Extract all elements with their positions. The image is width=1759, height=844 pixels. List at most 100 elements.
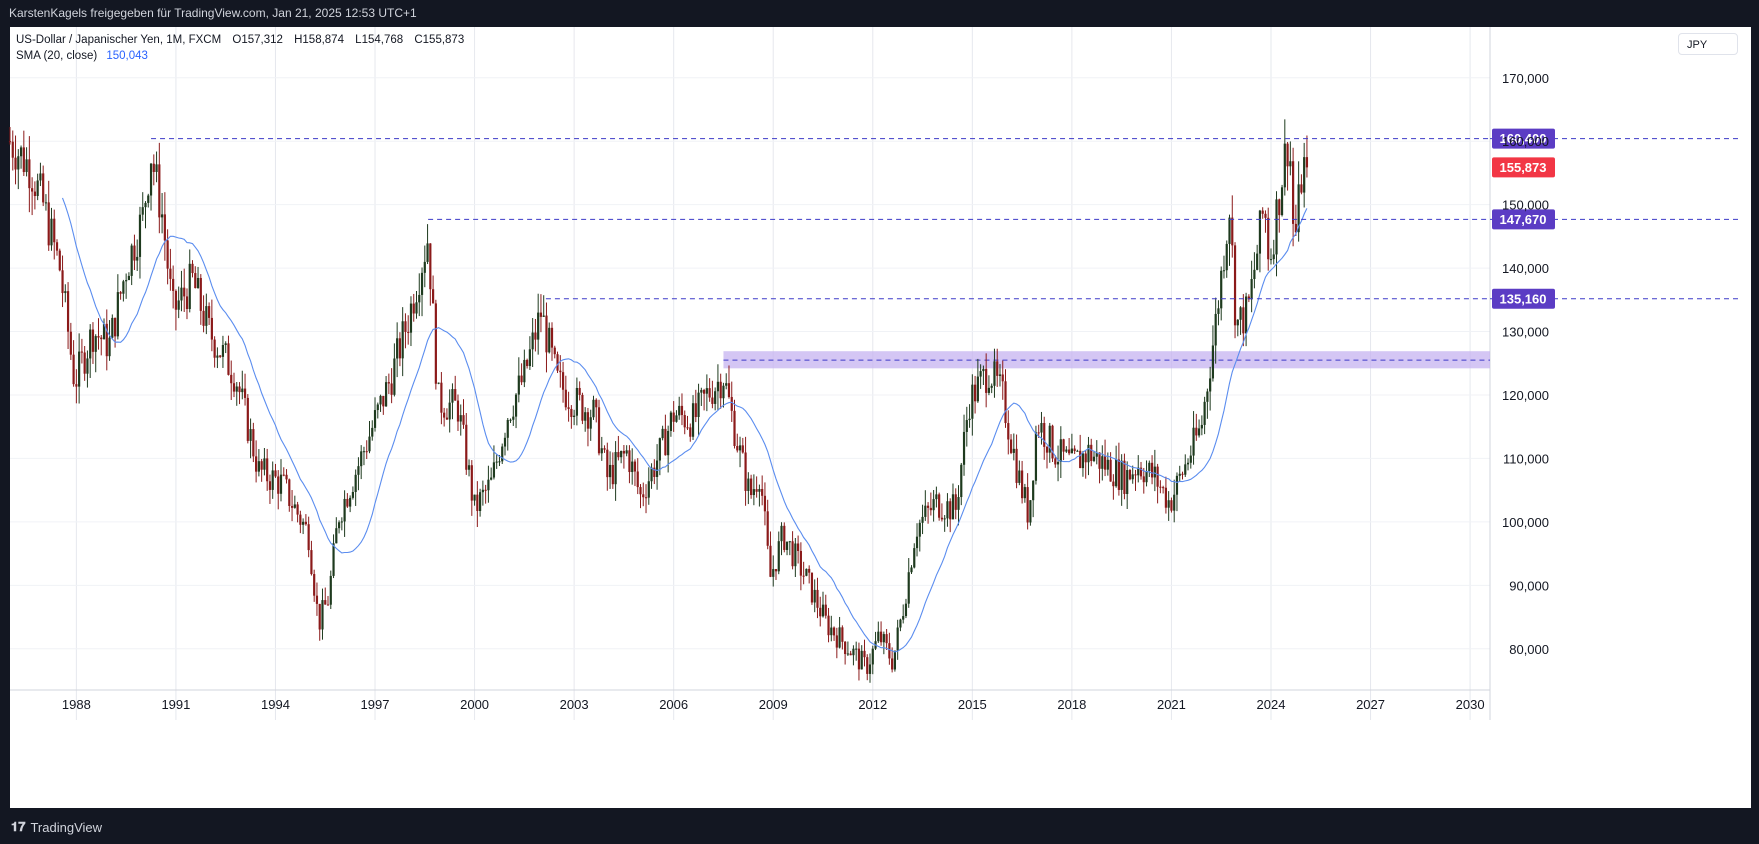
candle-body [738,445,742,451]
candle-body [526,359,529,367]
candle-body [470,465,473,501]
candle-body [340,521,343,523]
candle-body [736,445,739,451]
candle-body [1170,500,1173,511]
candle-body [1023,487,1026,499]
candle-body [420,272,424,295]
candle-body [407,331,410,333]
candle-body [479,492,482,511]
candle-body [387,382,390,384]
candle-body [1148,462,1151,472]
candle-body [1098,452,1101,469]
candle-body [528,349,531,367]
candle-body [658,438,661,461]
candle-body [257,461,260,472]
candle-body [1021,470,1024,499]
chart-frame[interactable] [10,27,1751,808]
candle-body [1018,470,1021,483]
candle-body [774,569,778,572]
candle-body [55,242,59,251]
candle-body [581,394,584,421]
candle-body [166,240,169,269]
sma-label[interactable]: SMA (20, close) [16,50,98,62]
candle-body [979,371,982,377]
candle-body [487,479,490,491]
candle-body [163,214,166,241]
candle-body [429,243,432,290]
candle-body [448,402,451,420]
candle-body [191,263,194,274]
candle-body [1156,466,1159,487]
candle-body [69,331,72,355]
y-tick-label: 80,000 [1509,642,1549,657]
candle-body [368,436,371,452]
candle-body [1272,254,1275,260]
candle-body [1164,487,1168,508]
candle-body [813,589,816,603]
candle-body [1206,391,1209,402]
candle-body [1228,217,1231,244]
candle-body [19,147,23,157]
candle-body [158,164,161,218]
candle-body [1197,428,1201,436]
candle-body [371,427,374,437]
candle-body [589,417,592,429]
currency-button[interactable]: JPY [1678,33,1738,55]
candle-body [196,277,200,289]
tradingview-logo[interactable]: 𝟏𝟕 TradingView [11,819,102,835]
candle-body [860,650,863,670]
candle-body [404,321,407,332]
candle-body [263,458,266,470]
candle-body [633,461,637,472]
candle-body [119,292,122,294]
candle-body [1214,313,1217,346]
candle-body [1220,270,1223,309]
candle-body [750,478,753,496]
candle-body [960,464,963,498]
y-tick-label: 170,000 [1502,71,1549,86]
candle-body [304,521,307,525]
candle-body [514,394,518,417]
candle-body [799,550,802,576]
sma-row: SMA (20, close) 150,043 [16,48,464,64]
candle-body [741,445,744,453]
candle-body [160,214,164,218]
candle-body [871,648,874,665]
candle-body [810,572,814,603]
symbol-name[interactable]: US-Dollar / Japanischer Yen, 1M, FXCM [16,34,222,46]
candle-body [556,354,559,371]
candle-body [669,412,673,431]
candle-body [561,372,565,390]
candle-body [75,384,78,387]
candle-body [89,329,92,359]
top-bar: KarstenKagels freigegeben für TradingVie… [0,0,1759,27]
candle-body [678,405,681,416]
candle-body [733,410,736,446]
candle-body [1109,459,1112,482]
candle-body [47,202,50,246]
candle-body [879,631,883,643]
candle-body [996,361,999,376]
candle-body [58,250,61,271]
candle-body [523,359,526,383]
candle-body [1034,432,1038,481]
candle-body [647,481,650,498]
candle-body [208,306,211,318]
candle-body [653,467,656,477]
candle-body [492,462,496,478]
candle-body [180,287,183,301]
candle-body [147,195,150,203]
candle-body [846,653,849,655]
candle-body [1167,500,1170,508]
candle-body [299,514,302,525]
candle-body [863,650,866,658]
candle-body [255,456,258,472]
candle-body [42,173,45,203]
candle-body [1300,184,1303,193]
candle-body [274,470,277,477]
candle-body [1117,459,1120,490]
candle-body [797,543,800,551]
x-tick-label: 1988 [62,697,91,712]
candle-body [550,327,554,348]
